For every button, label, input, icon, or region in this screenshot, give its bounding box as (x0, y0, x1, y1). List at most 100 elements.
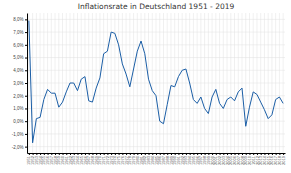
grid-line (141, 13, 142, 153)
x-tick-mark (100, 153, 101, 155)
y-tick-label: 7,0% (13, 30, 23, 35)
grid-line (234, 13, 235, 153)
title: Inflationsrate in Deutschland 1951 - 201… (78, 2, 235, 11)
x-axis: 1951195219531954195519561957195819591960… (26, 153, 285, 165)
x-tick-mark (249, 153, 250, 155)
x-axis-line (28, 153, 286, 154)
grid-line (66, 13, 67, 153)
x-tick-mark (220, 153, 221, 155)
grid-line (84, 13, 85, 153)
x-tick-mark (208, 153, 209, 155)
x-tick-mark (149, 153, 150, 155)
grid-line (238, 13, 239, 153)
y-tick: 4,0% (13, 68, 27, 73)
grid-line (230, 13, 231, 153)
x-tick-mark (197, 153, 198, 155)
x-tick-mark (40, 153, 41, 155)
x-tick-mark (190, 153, 191, 155)
grid-line (283, 13, 284, 153)
y-tick-mark (25, 32, 27, 33)
x-tick-mark (66, 153, 67, 155)
x-tick-mark (279, 153, 280, 155)
x-tick-mark (33, 153, 34, 155)
grid-line (36, 13, 37, 153)
y-tick-mark (25, 83, 27, 84)
grid-line (152, 13, 153, 153)
x-tick-mark (156, 153, 157, 155)
x-tick-mark (257, 153, 258, 155)
x-tick-mark (141, 153, 142, 155)
x-tick-mark (126, 153, 127, 155)
grid-line (185, 13, 186, 153)
y-tick-label: -2,0% (12, 145, 24, 150)
y-tick: 2,0% (13, 94, 27, 99)
grid-line (156, 13, 157, 153)
x-tick-label: 2019 (281, 155, 286, 165)
y-tick: 5,0% (13, 55, 27, 60)
grid-line (249, 13, 250, 153)
y-tick-mark (25, 70, 27, 71)
x-tick-mark (111, 153, 112, 155)
y-tick-mark (25, 45, 27, 46)
x-tick-mark (261, 153, 262, 155)
x-tick-mark (193, 153, 194, 155)
x-tick-mark (89, 153, 90, 155)
grid-line (126, 13, 127, 153)
x-tick-mark (74, 153, 75, 155)
x-tick-mark (201, 153, 202, 155)
x-tick-mark (231, 153, 232, 155)
x-tick-mark (44, 153, 45, 155)
y-tick-label: 0,0% (13, 119, 23, 124)
grid-line (99, 13, 100, 153)
grid-line (51, 13, 52, 153)
x-tick-mark (70, 153, 71, 155)
x-tick-mark (96, 153, 97, 155)
chart: 1951195219531954195519561957195819591960… (0, 0, 291, 173)
grid-line (137, 13, 138, 153)
y-tick: -2,0% (12, 145, 27, 150)
x-tick-mark (92, 153, 93, 155)
y-axis: -2,0%-1,0%0,0%1,0%2,0%3,0%4,0%5,0%6,0%7,… (12, 14, 28, 154)
x-tick-mark (104, 153, 105, 155)
y-tick: 3,0% (13, 81, 27, 86)
x-tick-mark (59, 153, 60, 155)
x-tick-mark (235, 153, 236, 155)
grid-line (260, 13, 261, 153)
y-tick-mark (25, 121, 27, 122)
grid-line (264, 13, 265, 153)
x-tick-mark (137, 153, 138, 155)
grid-line (200, 13, 201, 153)
grid-line (55, 13, 56, 153)
grid-line (81, 13, 82, 153)
grid-line (223, 13, 224, 153)
y-tick-label: 1,0% (13, 106, 23, 111)
x-tick-mark (163, 153, 164, 155)
grid (27, 13, 285, 153)
x-tick-mark (130, 153, 131, 155)
y-tick: 1,0% (13, 106, 27, 111)
x-tick-mark (51, 153, 52, 155)
x-tick-mark (178, 153, 179, 155)
plot-area: 1951195219531954195519561957195819591960… (12, 13, 286, 165)
grid-line (219, 13, 220, 153)
x-tick-mark (85, 153, 86, 155)
grid-line (268, 13, 269, 153)
y-tick-mark (25, 58, 27, 59)
grid-line (103, 13, 104, 153)
grid-line (193, 13, 194, 153)
x-tick-mark (55, 153, 56, 155)
grid-line (62, 13, 63, 153)
x-tick-mark (160, 153, 161, 155)
x-tick-mark (242, 153, 243, 155)
y-tick: 7,0% (13, 30, 27, 35)
x-tick-mark (283, 153, 284, 155)
grid-line (170, 13, 171, 153)
series-line (29, 21, 283, 143)
grid-line (92, 13, 93, 153)
x-tick-mark (29, 153, 30, 155)
grid-line (212, 13, 213, 153)
x-tick-mark (238, 153, 239, 155)
y-tick: 0,0% (13, 119, 27, 124)
grid-line (253, 13, 254, 153)
x-tick-mark (175, 153, 176, 155)
